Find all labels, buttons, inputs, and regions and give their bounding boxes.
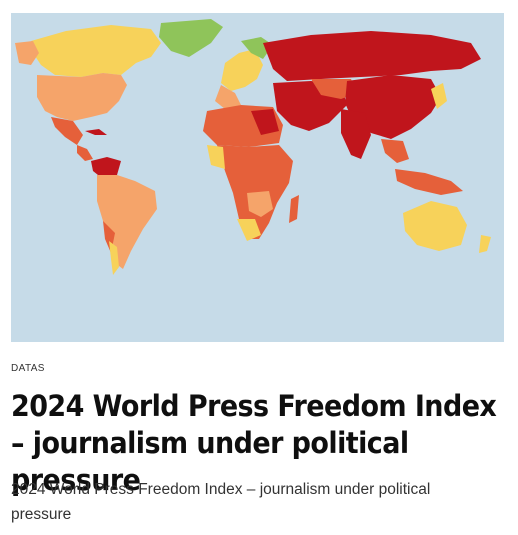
article-excerpt: 2024 World Press Freedom Index – journal… xyxy=(11,481,431,523)
article-title[interactable]: 2024 World Press Freedom Index – journal… xyxy=(11,389,497,497)
world-map-image xyxy=(11,13,504,342)
world-press-freedom-map[interactable] xyxy=(11,13,504,342)
article-category[interactable]: DATAS xyxy=(11,363,45,374)
